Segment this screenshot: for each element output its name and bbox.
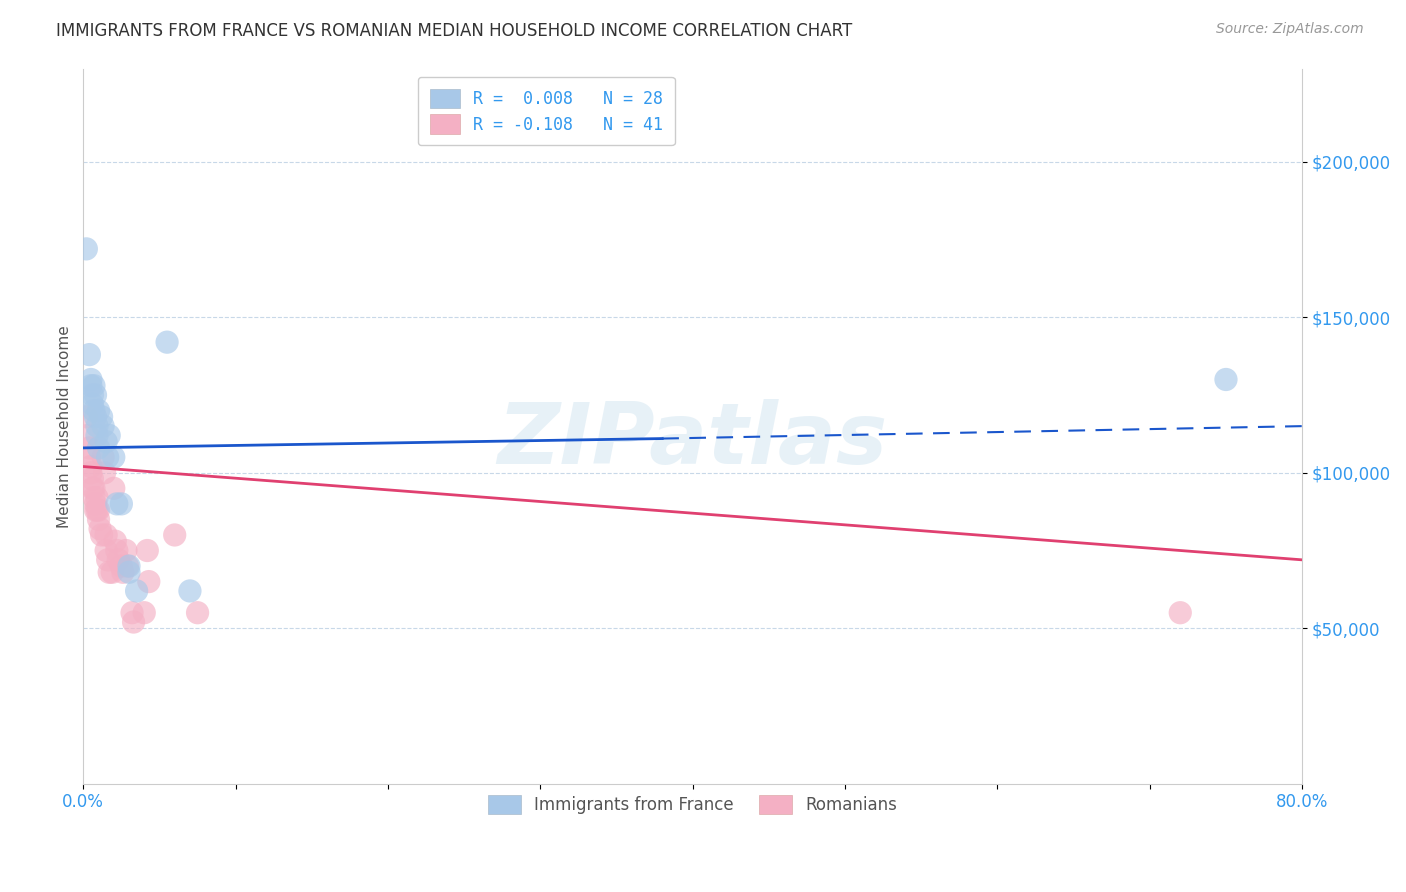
Text: Source: ZipAtlas.com: Source: ZipAtlas.com <box>1216 22 1364 37</box>
Point <box>125 583 148 598</box>
Point <box>1215 372 1237 386</box>
Point <box>107 553 129 567</box>
Point <box>83 491 105 505</box>
Point <box>94 434 117 449</box>
Point <box>84 388 107 402</box>
Point <box>84 409 107 424</box>
Point <box>82 388 104 402</box>
Point <box>86 428 108 442</box>
Point <box>80 466 103 480</box>
Point <box>87 403 110 417</box>
Point <box>79 450 101 465</box>
Point <box>138 574 160 589</box>
Text: ZIPatlas: ZIPatlas <box>498 399 887 482</box>
Point <box>80 372 103 386</box>
Legend: Immigrants from France, Romanians: Immigrants from France, Romanians <box>477 783 910 825</box>
Point <box>110 559 132 574</box>
Point <box>98 428 121 442</box>
Point <box>90 409 112 424</box>
Point <box>79 348 101 362</box>
Point <box>187 606 209 620</box>
Point <box>98 566 121 580</box>
Point <box>97 553 120 567</box>
Point <box>115 543 138 558</box>
Point <box>75 242 97 256</box>
Point <box>83 378 105 392</box>
Point <box>82 472 104 486</box>
Point <box>84 497 107 511</box>
Point <box>94 543 117 558</box>
Point <box>118 566 141 580</box>
Point <box>89 522 111 536</box>
Point <box>121 606 143 620</box>
Point <box>136 543 159 558</box>
Point <box>90 528 112 542</box>
Point <box>76 428 98 442</box>
Point <box>87 512 110 526</box>
Point <box>117 559 139 574</box>
Point <box>104 534 127 549</box>
Point <box>110 497 132 511</box>
Point <box>82 397 104 411</box>
Point <box>86 491 108 505</box>
Point <box>103 481 125 495</box>
Point <box>1168 606 1191 620</box>
Point <box>103 450 125 465</box>
Point <box>156 335 179 350</box>
Point <box>163 528 186 542</box>
Point <box>179 583 201 598</box>
Y-axis label: Median Household Income: Median Household Income <box>58 325 72 527</box>
Point <box>118 559 141 574</box>
Point <box>83 481 105 495</box>
Text: IMMIGRANTS FROM FRANCE VS ROMANIAN MEDIAN HOUSEHOLD INCOME CORRELATION CHART: IMMIGRANTS FROM FRANCE VS ROMANIAN MEDIA… <box>56 22 852 40</box>
Point <box>105 543 128 558</box>
Point <box>94 528 117 542</box>
Point <box>111 566 134 580</box>
Point <box>86 419 108 434</box>
Point <box>86 503 108 517</box>
Point <box>91 419 114 434</box>
Point <box>80 459 103 474</box>
Point <box>122 615 145 629</box>
Point <box>91 450 114 465</box>
Point <box>84 503 107 517</box>
Point <box>87 503 110 517</box>
Point <box>83 403 105 417</box>
Point <box>134 606 156 620</box>
Point <box>82 481 104 495</box>
Point <box>87 441 110 455</box>
Point <box>105 497 128 511</box>
Point <box>101 566 124 580</box>
Point <box>97 450 120 465</box>
Point <box>80 378 103 392</box>
Point <box>79 441 101 455</box>
Point <box>75 409 97 424</box>
Point <box>93 466 115 480</box>
